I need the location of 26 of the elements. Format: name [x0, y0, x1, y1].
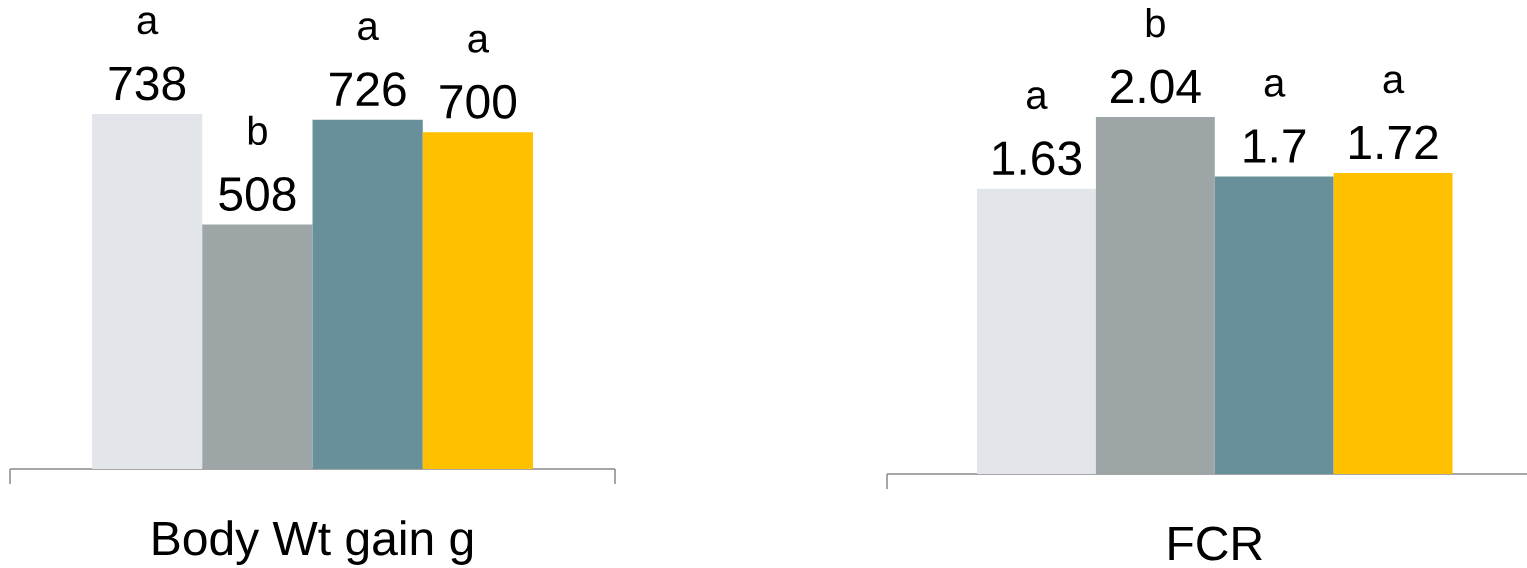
- annotation: a: [137, 12, 159, 35]
- annotation: a: [1383, 71, 1405, 94]
- data-label: 508: [219, 177, 296, 212]
- data-label: 2.04: [1111, 69, 1201, 104]
- bar: [92, 113, 203, 469]
- annotation: b: [1146, 8, 1165, 38]
- data-label: 738: [109, 66, 186, 101]
- x-axis-title: Body Wt gain g: [153, 520, 473, 565]
- bar: [1214, 176, 1334, 474]
- bar: [1095, 116, 1215, 474]
- data-label: 726: [330, 72, 406, 107]
- data-label: 1.63: [993, 141, 1082, 176]
- data-label: 1.7: [1244, 129, 1306, 163]
- annotation: a: [1027, 87, 1048, 110]
- x-axis-title: FCR: [1169, 526, 1262, 561]
- bar: [202, 224, 313, 469]
- bar: [1333, 172, 1453, 474]
- annotation: a: [358, 18, 379, 41]
- data-label: 1.72: [1350, 125, 1438, 159]
- annotation: a: [1264, 74, 1286, 97]
- bar: [977, 188, 1096, 474]
- data-label: 700: [440, 84, 517, 119]
- annotation: b: [248, 115, 267, 146]
- annotation: a: [468, 30, 490, 53]
- bar: [422, 132, 534, 469]
- bar: [312, 119, 423, 469]
